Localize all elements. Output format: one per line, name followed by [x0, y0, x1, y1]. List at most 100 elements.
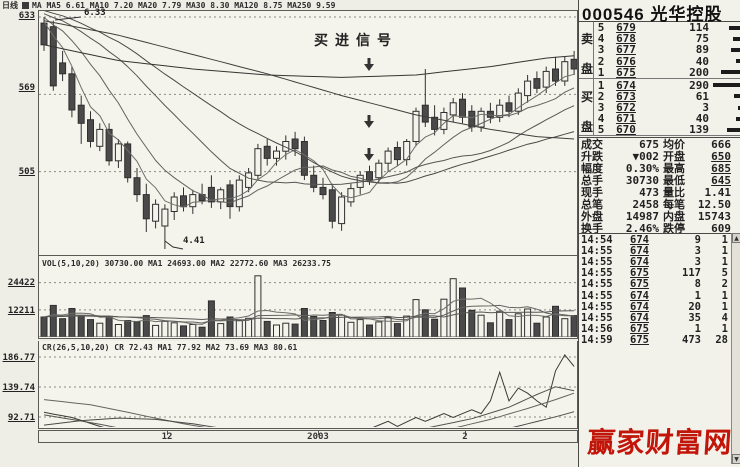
chart-header: 日线 MA MA5 6.61 MA10 7.20 MA20 7.79 MA30 8…: [2, 0, 578, 10]
cr-indicator-panel[interactable]: [38, 341, 578, 429]
stat-row: 升跌 ▼002 开盘 650: [581, 149, 731, 164]
candlestick-panel[interactable]: [38, 10, 578, 256]
period-label[interactable]: 日线: [2, 1, 18, 10]
trade-tick-row: 14:55 674 35 4: [581, 311, 728, 324]
level-price: 676: [616, 54, 636, 68]
order-book-side-labels: 卖 盘 买 盘: [579, 22, 594, 136]
cr-header: CR(26,5,10,20) CR 72.43 MA1 77.92 MA2 73…: [42, 343, 298, 352]
quote-panel: 000546 光华控股 卖 盘 买 盘 5 679 114 4 678 75 3…: [578, 0, 740, 467]
volume-axis-label: 24422: [7, 278, 35, 288]
depth-bar: [738, 105, 740, 110]
level-price: 670: [616, 123, 636, 137]
volume-header: VOL(5,10,20) 30730.00 MA1 24693.00 MA2 2…: [42, 259, 331, 268]
buy-level-row[interactable]: 5 670 139: [595, 123, 740, 137]
price-axis-label: 505: [18, 167, 35, 177]
level-price: 675: [616, 65, 636, 79]
trade-tick-row: 14:59 675 473 28: [581, 334, 728, 347]
level-volume: 40: [695, 112, 709, 126]
level-volume: 290: [689, 78, 709, 92]
x-axis-label: 12: [161, 432, 173, 442]
scrollbar-down-icon[interactable]: ▼: [732, 454, 740, 464]
stat-row: 总手 30730 最低 645: [581, 173, 731, 188]
level-volume: 61: [695, 89, 709, 103]
buy-label: 盘: [581, 120, 594, 134]
time-axis: 12 2003 2: [38, 430, 578, 443]
level-price: 671: [616, 112, 636, 126]
candlestick-chart: [39, 11, 577, 250]
trade-tick-row: 14:55 674 3 1: [581, 244, 728, 257]
cr-axis-label: 186.77: [2, 353, 35, 363]
level-volume: 3: [702, 101, 709, 114]
book-divider: [579, 135, 740, 136]
volume-axis-label: 12211: [7, 306, 35, 316]
depth-bar: [720, 70, 740, 75]
sell-level-row[interactable]: 5 679 114: [595, 21, 740, 35]
trade-tick-row: 14:55 674 3 1: [581, 255, 728, 268]
stat-row: 外盘 14987 内盘 15743: [581, 209, 731, 224]
x-axis-label: 2003: [307, 432, 329, 442]
cr-indicator-chart: [39, 354, 577, 427]
quote-stats: 成交 675 均价 666 升跌 ▼002 开盘 650 幅度 0.30% 最高…: [579, 137, 740, 236]
buy-level-row[interactable]: 2 673 61: [595, 89, 740, 103]
sell-label: 盘: [581, 62, 594, 76]
cr-axis-label: 139.74: [2, 383, 35, 393]
order-book-rows: 5 679 114 4 678 75 3 677 89 2 676 40 1 6…: [595, 21, 740, 137]
trade-tick-row: 14:55 675 8 2: [581, 278, 728, 291]
level-price: 678: [616, 32, 636, 46]
sell-level-row[interactable]: 3 677 89: [595, 43, 740, 57]
stock-name: 光华控股: [650, 5, 723, 24]
low-price-annotation: 4.41: [183, 236, 205, 246]
level-price: 673: [616, 89, 636, 103]
depth-bar: [726, 127, 740, 132]
level-volume: 114: [689, 21, 709, 35]
level-price: 677: [616, 43, 636, 57]
stat-row: 换手 2.46% 跌停 609: [581, 221, 731, 236]
buy-signal-annotation: 买进信号: [314, 32, 398, 48]
price-axis-label: 633: [18, 11, 35, 21]
x-tick: [465, 431, 466, 435]
trade-tick-row: 14:56 675 1 1: [581, 323, 728, 336]
order-book: 卖 盘 买 盘 5 679 114 4 678 75 3 677 89 2 67…: [579, 21, 740, 137]
buy-level-row[interactable]: 4 671 40: [595, 112, 740, 126]
sell-level-row[interactable]: 1 675 200: [595, 65, 740, 79]
volume-panel[interactable]: [38, 256, 578, 339]
stat-row: 现手 473 量比 1.41: [581, 185, 731, 200]
stat-row: 幅度 0.30% 最高 685: [581, 161, 731, 176]
sell-level-row[interactable]: 4 678 75: [595, 32, 740, 46]
level-volume: 75: [695, 32, 709, 46]
depth-bar: [713, 83, 740, 88]
price-axis-label: 569: [18, 83, 35, 93]
x-tick: [318, 431, 319, 435]
cr-axis-label: 92.71: [7, 413, 35, 423]
level-price: 679: [616, 21, 636, 35]
scrollbar-up-icon[interactable]: ▲: [732, 233, 740, 243]
depth-bar: [736, 59, 740, 64]
depth-bar: [736, 116, 740, 121]
trade-tick-list: 14:54 674 9 1 14:55 674 3 1 14:55 674 3 …: [579, 233, 731, 347]
level-price: 672: [616, 101, 636, 114]
depth-bar: [731, 47, 740, 52]
depth-bar: [732, 36, 740, 41]
trade-tick-row: 14:54 674 9 1: [581, 233, 728, 246]
level-volume: 89: [695, 43, 709, 57]
trade-tick-row: 14:55 674 1 1: [581, 289, 728, 302]
stock-code: 000546: [582, 5, 645, 24]
trade-tick-row: 14:55 675 117 5: [581, 267, 728, 280]
buy-level-row[interactable]: 1 674 290: [595, 78, 740, 92]
tick-list-scrollbar[interactable]: ▲ ▼: [731, 233, 740, 464]
stat-row: 总笔 2458 每笔 12.50: [581, 197, 731, 212]
period-marker-icon: [22, 2, 29, 9]
depth-bar: [734, 94, 740, 99]
chart-region: 日线 MA MA5 6.61 MA10 7.20 MA20 7.79 MA30 8…: [2, 0, 578, 443]
volume-chart: [39, 275, 577, 337]
x-axis-label: 2: [462, 432, 468, 442]
stock-title: 000546 光华控股: [579, 0, 740, 24]
buy-level-row[interactable]: 3 672 3: [595, 101, 740, 114]
level-price: 674: [616, 78, 636, 92]
stat-row: 成交 675 均价 666: [581, 137, 731, 152]
site-watermark: 赢家财富网: [586, 426, 734, 459]
depth-bar: [728, 25, 740, 30]
sell-level-row[interactable]: 2 676 40: [595, 54, 740, 68]
buy-label: 买: [581, 90, 594, 104]
